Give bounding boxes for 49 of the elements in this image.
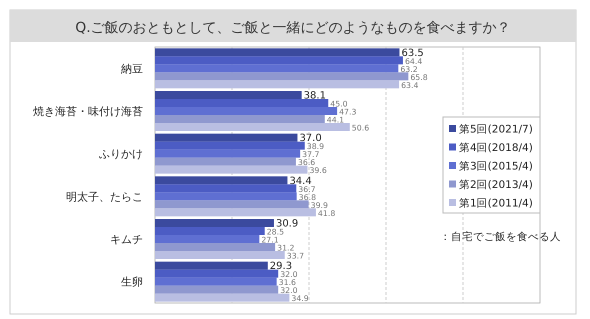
bar: [155, 48, 400, 56]
data-label: 37.0: [299, 133, 322, 144]
bar: [155, 262, 268, 270]
bar: [155, 56, 403, 64]
legend-label: 第1回(2011/4): [459, 198, 533, 210]
legend-label: 第5回(2021/7): [459, 124, 533, 136]
legend-label: 第3回(2015/4): [459, 160, 533, 172]
bar: [155, 227, 265, 235]
bar: [155, 208, 316, 216]
legend-label: 第4回(2018/4): [459, 142, 533, 154]
bar: [155, 91, 302, 99]
bar: [155, 243, 276, 251]
bar: [155, 64, 398, 72]
bar: [155, 219, 274, 227]
data-label: 38.1: [304, 90, 326, 102]
y-tick-label: 焼き海苔・味付け海苔: [33, 105, 143, 118]
bar: [155, 72, 408, 80]
bar: [155, 294, 290, 302]
bar: [155, 158, 296, 166]
bar: [155, 80, 400, 88]
title: Q.ご飯のおともとして、ご飯と一緒にどのようなものを食べますか？: [75, 20, 511, 36]
data-label: 63.5: [401, 48, 424, 59]
bar: [155, 235, 260, 243]
y-tick-label: 生卵: [121, 276, 143, 289]
bar: [155, 107, 338, 115]
y-tick-label: 明太子、たらこ: [66, 190, 143, 204]
bar: [155, 278, 277, 286]
data-label: 30.9: [276, 218, 298, 230]
legend-label: 第2回(2013/4): [459, 179, 533, 191]
data-label: 29.3: [270, 261, 292, 272]
bar: [155, 184, 296, 192]
bar: [155, 150, 300, 158]
bar: [155, 134, 298, 142]
bar: [155, 115, 325, 123]
bar: [155, 142, 305, 150]
bar: [155, 166, 308, 174]
bar: [155, 270, 278, 278]
bar: [155, 192, 297, 200]
bar: [155, 99, 328, 107]
bar: [155, 123, 350, 131]
bar: [155, 176, 288, 184]
annotation: ：自宅でご飯を食べる人: [440, 230, 561, 243]
bar: [155, 251, 285, 259]
y-tick-label: 納豆: [121, 62, 143, 76]
bar: [155, 200, 309, 208]
data-label: 34.4: [289, 176, 312, 187]
bar: [155, 286, 278, 294]
y-tick-label: キムチ: [110, 233, 143, 246]
y-tick-label: ふりかけ: [98, 148, 143, 161]
